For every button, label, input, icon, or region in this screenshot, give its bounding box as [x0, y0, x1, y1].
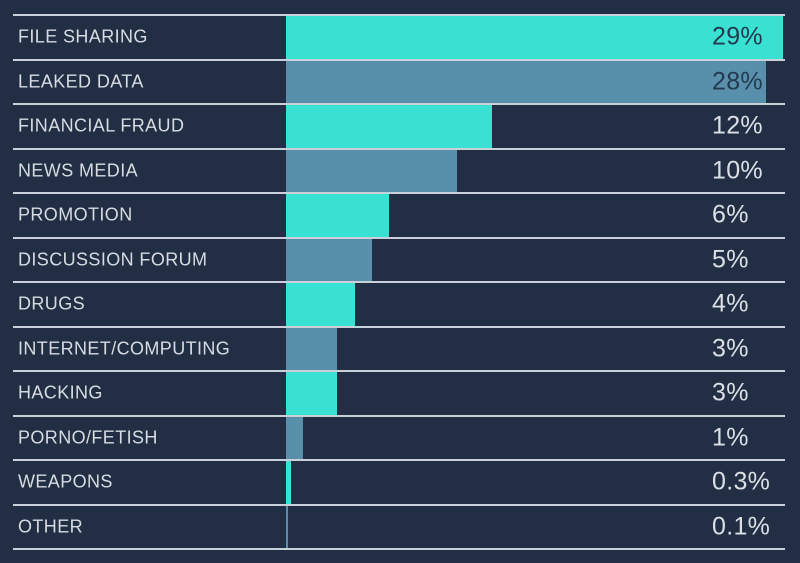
bar: [286, 16, 783, 59]
value-label: 28%: [712, 67, 763, 96]
chart-row: DRUGS 4%: [13, 281, 785, 326]
category-label: PROMOTION: [18, 204, 133, 225]
chart-row: HACKING 3%: [13, 370, 785, 415]
category-label: FILE SHARING: [18, 26, 148, 47]
value-label: 0.1%: [712, 512, 771, 541]
value-label: 6%: [712, 200, 749, 229]
category-label: FINANCIAL FRAUD: [18, 115, 185, 136]
value-label: 10%: [712, 156, 763, 185]
chart-row: FILE SHARING 29%: [13, 14, 785, 59]
category-label: PORNO/FETISH: [18, 427, 158, 448]
bar: [286, 60, 766, 103]
bar: [286, 194, 389, 237]
value-label: 4%: [712, 289, 749, 318]
category-label: WEAPONS: [18, 471, 113, 492]
bar: [286, 149, 458, 192]
chart-row: PORNO/FETISH 1%: [13, 414, 785, 459]
chart-row: NEWS MEDIA 10%: [13, 147, 785, 192]
category-label: NEWS MEDIA: [18, 160, 139, 181]
bar: [286, 327, 338, 370]
chart-row: WEAPONS 0.3%: [13, 459, 785, 504]
category-label: LEAKED DATA: [18, 71, 144, 92]
value-label: 29%: [712, 22, 763, 51]
value-label: 1%: [712, 423, 749, 452]
chart-row: DISCUSSION FORUM 5%: [13, 236, 785, 281]
category-label: INTERNET/COMPUTING: [18, 338, 231, 359]
chart-row: FINANCIAL FRAUD 12%: [13, 103, 785, 148]
category-label: OTHER: [18, 516, 83, 537]
chart-row: PROMOTION 6%: [13, 192, 785, 237]
value-label: 12%: [712, 111, 763, 140]
bar: [286, 505, 288, 548]
value-label: 0.3%: [712, 467, 771, 496]
bar: [286, 372, 338, 415]
bar: [286, 105, 492, 148]
chart-row: OTHER 0.1%: [13, 503, 785, 548]
value-label: 3%: [712, 334, 749, 363]
category-label: DRUGS: [18, 293, 86, 314]
category-label: DISCUSSION FORUM: [18, 249, 208, 270]
chart-row: INTERNET/COMPUTING 3%: [13, 325, 785, 370]
horizontal-bar-chart: FILE SHARING 29% LEAKED DATA 28% FINANCI…: [13, 14, 785, 550]
bottom-divider: [13, 548, 785, 550]
category-label: HACKING: [18, 382, 103, 403]
value-label: 3%: [712, 378, 749, 407]
bar: [286, 238, 372, 281]
chart-row: LEAKED DATA 28%: [13, 58, 785, 103]
value-label: 5%: [712, 245, 749, 274]
bar: [286, 461, 292, 504]
bar: [286, 416, 304, 459]
bar: [286, 283, 355, 326]
